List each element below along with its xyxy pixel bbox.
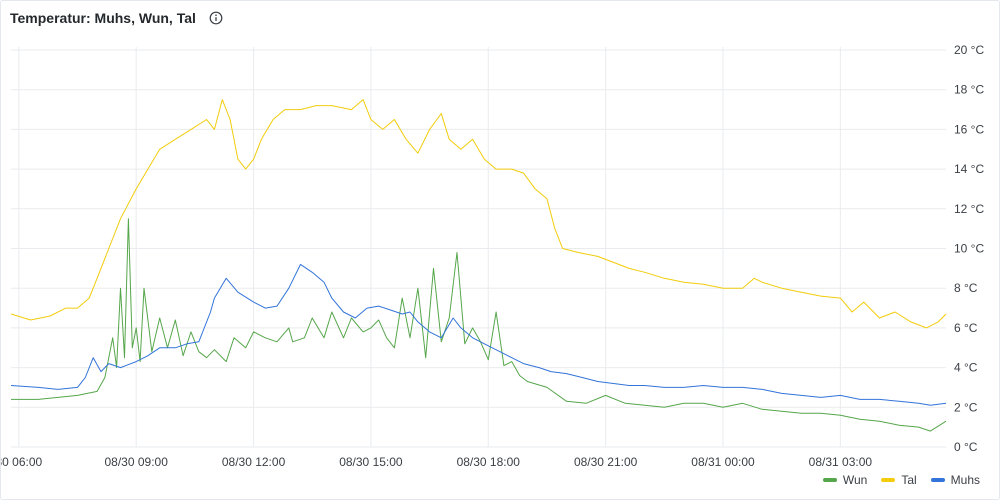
legend-swatch-muhs [930,478,945,482]
legend-item-wun[interactable]: Wun [822,473,868,487]
x-tick-label: 08/30 18:00 [457,455,521,469]
x-axis-tick-labels: 30 06:00 08/30 09:00 08/30 12:00 08/30 15:0… [1,455,872,469]
legend-swatch-tal [881,478,896,482]
panel-title: Temperatur: Muhs, Wun, Tal [10,10,196,26]
series-line-tal [10,99,947,329]
y-tick-label: 0 °C [954,440,978,454]
x-tick-label: 08/30 12:00 [222,455,286,469]
info-circle-icon[interactable] [208,10,224,26]
y-tick-label: 10 °C [954,242,984,256]
legend-label-tal: Tal [901,473,917,487]
y-tick-label: 8 °C [954,281,978,295]
x-tick-label: 08/30 21:00 [574,455,638,469]
x-tick-label: 08/30 09:00 [104,455,168,469]
y-tick-label: 12 °C [954,202,984,216]
legend-swatch-wun [822,478,837,482]
series-line-muhs [10,263,947,406]
y-axis-tick-labels: 0 °C 2 °C 4 °C 6 °C 8 °C 10 °C 12 °C 14 °C 16 °C… [954,43,984,454]
x-tick-label: 08/30 15:00 [339,455,403,469]
legend-label-wun: Wun [842,473,868,487]
y-tick-label: 4 °C [954,361,978,375]
x-tick-label: 08/31 03:00 [809,455,873,469]
panel-header: Temperatur: Muhs, Wun, Tal [10,8,224,28]
chart-legend: Wun Tal Muhs [822,473,980,487]
x-tick-label: 30 06:00 [1,455,43,469]
y-tick-label: 16 °C [954,122,984,136]
y-tick-label: 20 °C [954,43,984,57]
legend-label-muhs: Muhs [950,473,980,487]
series-lines [10,99,947,432]
y-tick-label: 18 °C [954,83,984,97]
x-tick-label: 08/31 00:00 [691,455,755,469]
y-tick-label: 6 °C [954,321,978,335]
legend-item-muhs[interactable]: Muhs [930,473,980,487]
legend-item-tal[interactable]: Tal [881,473,917,487]
y-tick-label: 14 °C [954,162,984,176]
series-line-wun [11,218,947,432]
y-tick-label: 2 °C [954,400,978,414]
grid-lines [11,47,946,448]
